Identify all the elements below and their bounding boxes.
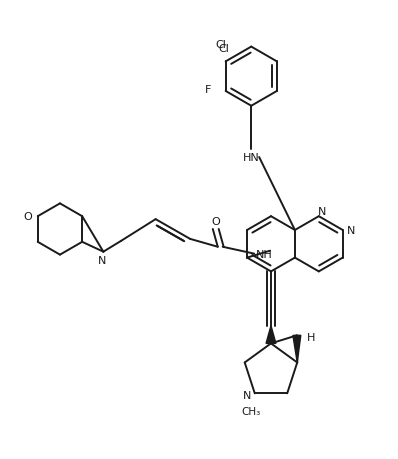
Text: O: O — [211, 217, 220, 227]
Polygon shape — [266, 326, 276, 344]
Text: Cl: Cl — [218, 44, 229, 53]
Text: N: N — [243, 391, 251, 400]
Text: Cl: Cl — [215, 39, 226, 50]
Polygon shape — [293, 336, 301, 363]
Text: H: H — [306, 333, 315, 342]
Text: N: N — [98, 255, 107, 265]
Text: N: N — [346, 225, 355, 235]
Text: CH₃: CH₃ — [241, 406, 260, 416]
Text: N: N — [318, 207, 326, 217]
Text: F: F — [205, 85, 211, 95]
Text: NH: NH — [256, 249, 273, 259]
Text: O: O — [23, 212, 32, 222]
Text: HN: HN — [243, 153, 259, 162]
